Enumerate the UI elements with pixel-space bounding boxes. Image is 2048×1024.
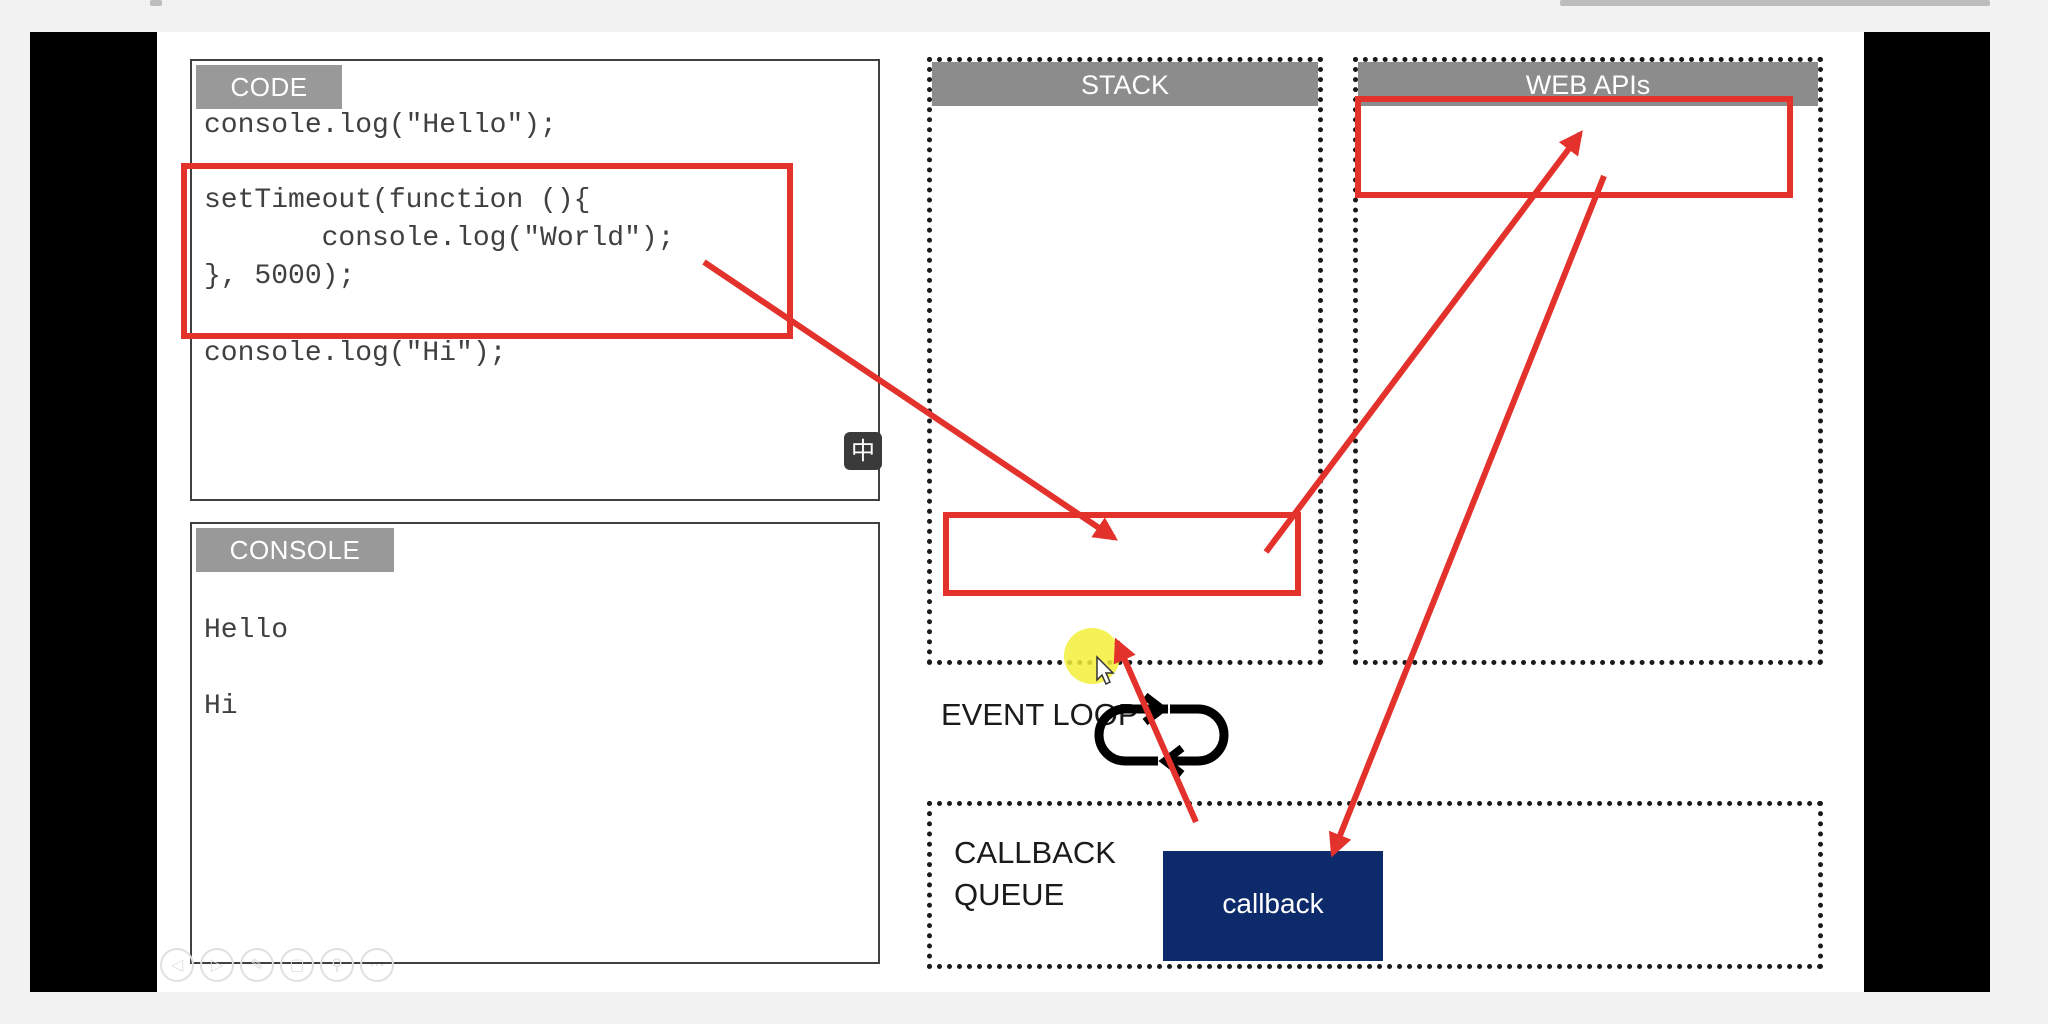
- code-panel: CODE console.log("Hello"); setTimeout(fu…: [190, 59, 880, 501]
- copy-icon[interactable]: ▢: [280, 948, 314, 982]
- pen-icon[interactable]: ✎: [240, 948, 274, 982]
- console-panel: CONSOLE Hello Hi: [190, 522, 880, 964]
- console-panel-title: CONSOLE: [196, 528, 394, 572]
- code-panel-title: CODE: [196, 65, 342, 109]
- callback-queue-label-line-1: CALLBACK: [954, 835, 1116, 870]
- code-line-2: setTimeout(function (){: [204, 185, 591, 216]
- event-loop-label: EVENT LOOP: [941, 697, 1139, 732]
- callback-queue-label-line-2: QUEUE: [954, 877, 1065, 912]
- code-line-4: }, 5000);: [204, 261, 356, 292]
- ime-indicator[interactable]: 中: [844, 432, 882, 470]
- top-bar-ghost-right: [1560, 0, 1990, 6]
- web-apis-title: WEB APIs: [1358, 62, 1818, 106]
- more-icon[interactable]: ⋯: [360, 948, 394, 982]
- stack-box: STACK: [927, 57, 1323, 665]
- callback-item-label: callback: [1222, 888, 1324, 919]
- presentation-toolbar: ◁ ▷ ✎ ▢ ⚲ ⋯: [160, 948, 394, 988]
- back-icon[interactable]: ◁: [160, 948, 194, 982]
- web-apis-box: WEB APIs: [1353, 57, 1823, 665]
- zoom-icon[interactable]: ⚲: [320, 948, 354, 982]
- code-line-1: console.log("Hello");: [204, 110, 557, 141]
- code-line-5: console.log("Hi");: [204, 338, 507, 369]
- stack-title: STACK: [932, 62, 1318, 106]
- console-output-line-2: Hi: [204, 691, 238, 722]
- slide: CODE console.log("Hello"); setTimeout(fu…: [157, 32, 1864, 992]
- code-line-3: console.log("World");: [204, 223, 675, 254]
- callback-item: callback: [1163, 851, 1383, 961]
- callback-queue-box: CALLBACK QUEUE callback: [927, 801, 1823, 969]
- top-bar-ghost-left: [150, 0, 162, 6]
- console-output-line-1: Hello: [204, 615, 289, 646]
- play-icon[interactable]: ▷: [200, 948, 234, 982]
- top-bar: [0, 0, 2048, 32]
